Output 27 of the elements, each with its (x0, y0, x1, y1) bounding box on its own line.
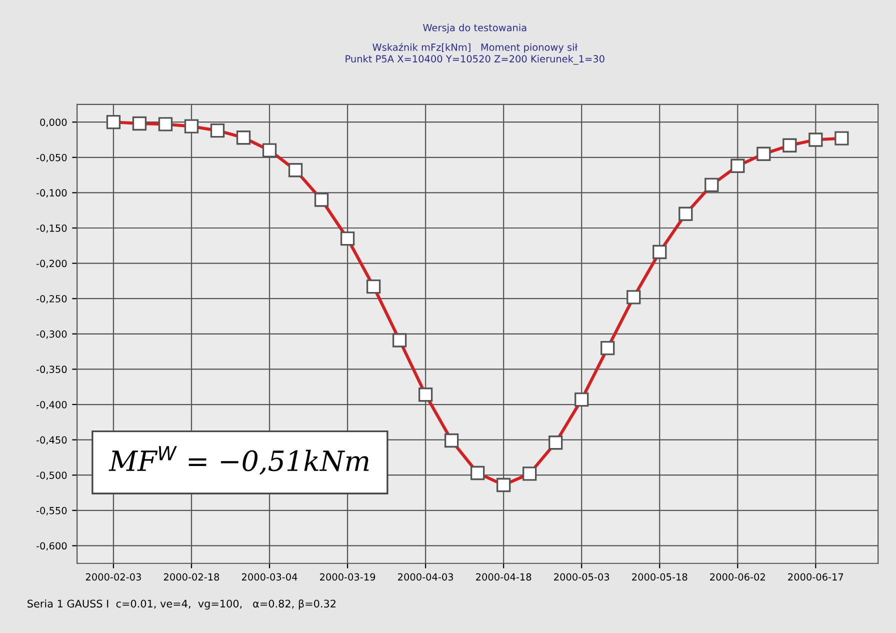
y-tick-label: -0,400 (36, 400, 67, 410)
x-tick-label: 2000-04-03 (398, 573, 454, 581)
chart-title: Wersja do testowania (423, 24, 526, 34)
y-tick-label: -0,600 (36, 542, 67, 551)
y-tick-label: -0,100 (36, 189, 67, 198)
y-tick-label: -0,500 (36, 472, 67, 480)
y-tick-label: 0,000 (40, 118, 67, 127)
x-tick-label: 2000-03-19 (320, 573, 376, 581)
y-tick-label: -0,550 (36, 506, 67, 516)
y-tick-label: -0,050 (36, 154, 67, 162)
x-tick-label: 2000-03-04 (242, 573, 298, 581)
annotation: MF$^{W}$ = −0,51kNm (108, 446, 369, 475)
x-tick-label: 2000-06-02 (710, 573, 765, 581)
text: Seria 1 GAUSS I c=0.01, ve=4, vg=100, α=0.82, β=0.32 (28, 599, 336, 610)
y-tick-label: -0,450 (36, 436, 67, 445)
y-tick-label: -0,250 (36, 295, 67, 304)
x-tick-label: 2000-05-03 (554, 573, 610, 581)
y-tick-label: -0,350 (36, 366, 67, 374)
x-tick-label: 2000-02-03 (86, 573, 141, 581)
y-tick-label: -0,300 (36, 330, 67, 339)
x-tick-label: 2000-06-17 (788, 573, 844, 581)
y-tick-label: -0,150 (36, 224, 67, 233)
x-tick-label: 2000-05-18 (632, 573, 688, 581)
x-tick-label: 2000-02-18 (164, 573, 220, 581)
y-tick-label: -0,200 (36, 260, 67, 268)
chart-subtitle: Wskaźnik mFz[kNm] Moment pionowy sił Punkt P5A X=10400 Y=10520 Z=200 Kierunek_1=30 (346, 42, 604, 65)
x-tick-label: 2000-04-18 (476, 573, 532, 581)
